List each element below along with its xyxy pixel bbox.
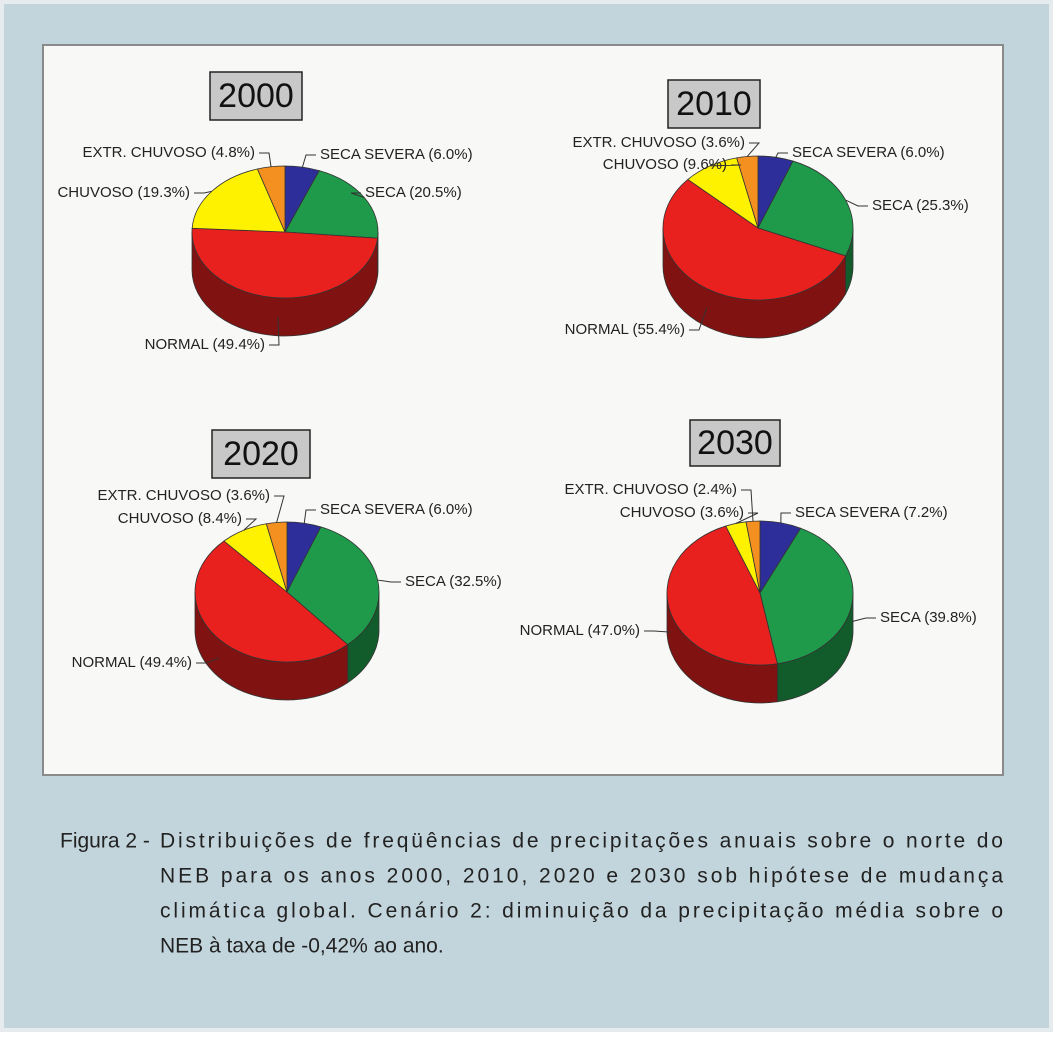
- slice-value-label: (25.3%): [916, 197, 969, 214]
- slice-category: NORMAL: [520, 622, 584, 639]
- slice-category: SECA SEVERA: [320, 501, 425, 518]
- slice-category: SECA SEVERA: [795, 504, 900, 521]
- slice-label: CHUVOSO (9.6%): [603, 156, 727, 173]
- slice-category: SECA: [405, 573, 446, 590]
- slice-category: SECA SEVERA: [792, 144, 897, 161]
- slice-value-label: (2.4%): [693, 481, 737, 498]
- slice-category: NORMAL: [145, 336, 209, 353]
- slice-label: SECA (39.8%): [880, 609, 977, 626]
- caption-line: Distribuições de freqüências de precipit…: [160, 830, 1003, 853]
- chart-title: 2030: [697, 424, 773, 462]
- slice-label: SECA SEVERA (6.0%): [792, 144, 945, 161]
- slice-value-label: (3.6%): [700, 504, 744, 521]
- slice-category: CHUVOSO: [620, 504, 696, 521]
- slice-category: EXTR. CHUVOSO: [572, 134, 696, 151]
- slice-label: NORMAL (55.4%): [565, 321, 685, 338]
- slice-value-label: (3.6%): [226, 487, 270, 504]
- slice-value-label: (9.6%): [683, 156, 727, 173]
- caption-label: Figura 2 -: [60, 830, 150, 853]
- slice-label: EXTR. CHUVOSO (2.4%): [564, 481, 737, 498]
- caption-line: climática global. Cenário 2: diminuição …: [160, 900, 1003, 923]
- slice-category: SECA SEVERA: [320, 146, 425, 163]
- slice-value-label: (6.0%): [428, 146, 472, 163]
- slice-label: SECA SEVERA (6.0%): [320, 501, 473, 518]
- slice-category: EXTR. CHUVOSO: [82, 144, 206, 161]
- slice-label: NORMAL (47.0%): [520, 622, 640, 639]
- slice-category: CHUVOSO: [118, 510, 194, 527]
- slice-category: NORMAL: [72, 654, 136, 671]
- slice-category: EXTR. CHUVOSO: [97, 487, 221, 504]
- slice-value-label: (32.5%): [449, 573, 502, 590]
- slice-value-label: (19.3%): [137, 184, 190, 201]
- slice-label: EXTR. CHUVOSO (4.8%): [82, 144, 255, 161]
- slice-label: CHUVOSO (3.6%): [620, 504, 744, 521]
- slice-value-label: (6.0%): [900, 144, 944, 161]
- caption-line: NEB à taxa de -0,42% ao ano.: [160, 935, 444, 958]
- slice-category: SECA: [880, 609, 921, 626]
- slice-label: SECA (32.5%): [405, 573, 502, 590]
- slice-value-label: (4.8%): [211, 144, 255, 161]
- slice-value-label: (39.8%): [924, 609, 977, 626]
- slice-label: EXTR. CHUVOSO (3.6%): [97, 487, 270, 504]
- slice-label: EXTR. CHUVOSO (3.6%): [572, 134, 745, 151]
- slice-label: SECA (20.5%): [365, 184, 462, 201]
- slice-category: NORMAL: [565, 321, 629, 338]
- slice-label: CHUVOSO (8.4%): [118, 510, 242, 527]
- slice-value-label: (3.6%): [701, 134, 745, 151]
- slice-label: SECA (25.3%): [872, 197, 969, 214]
- chart-title: 2020: [223, 435, 299, 473]
- slice-category: EXTR. CHUVOSO: [564, 481, 688, 498]
- slice-value-label: (49.4%): [212, 336, 265, 353]
- slice-category: SECA: [872, 197, 913, 214]
- chart-title: 2000: [218, 77, 294, 115]
- slice-value-label: (55.4%): [632, 321, 685, 338]
- slice-category: SECA: [365, 184, 406, 201]
- slice-value-label: (6.0%): [428, 501, 472, 518]
- slice-value-label: (20.5%): [409, 184, 462, 201]
- slice-value-label: (47.0%): [587, 622, 640, 639]
- slice-label: NORMAL (49.4%): [72, 654, 192, 671]
- slice-label: NORMAL (49.4%): [145, 336, 265, 353]
- slice-value-label: (49.4%): [139, 654, 192, 671]
- slice-label: CHUVOSO (19.3%): [57, 184, 190, 201]
- slice-category: CHUVOSO: [57, 184, 133, 201]
- slice-value-label: (7.2%): [903, 504, 947, 521]
- slice-label: SECA SEVERA (7.2%): [795, 504, 948, 521]
- chart-title: 2010: [676, 85, 752, 123]
- slice-category: CHUVOSO: [603, 156, 679, 173]
- slice-value-label: (8.4%): [198, 510, 242, 527]
- slice-label: SECA SEVERA (6.0%): [320, 146, 473, 163]
